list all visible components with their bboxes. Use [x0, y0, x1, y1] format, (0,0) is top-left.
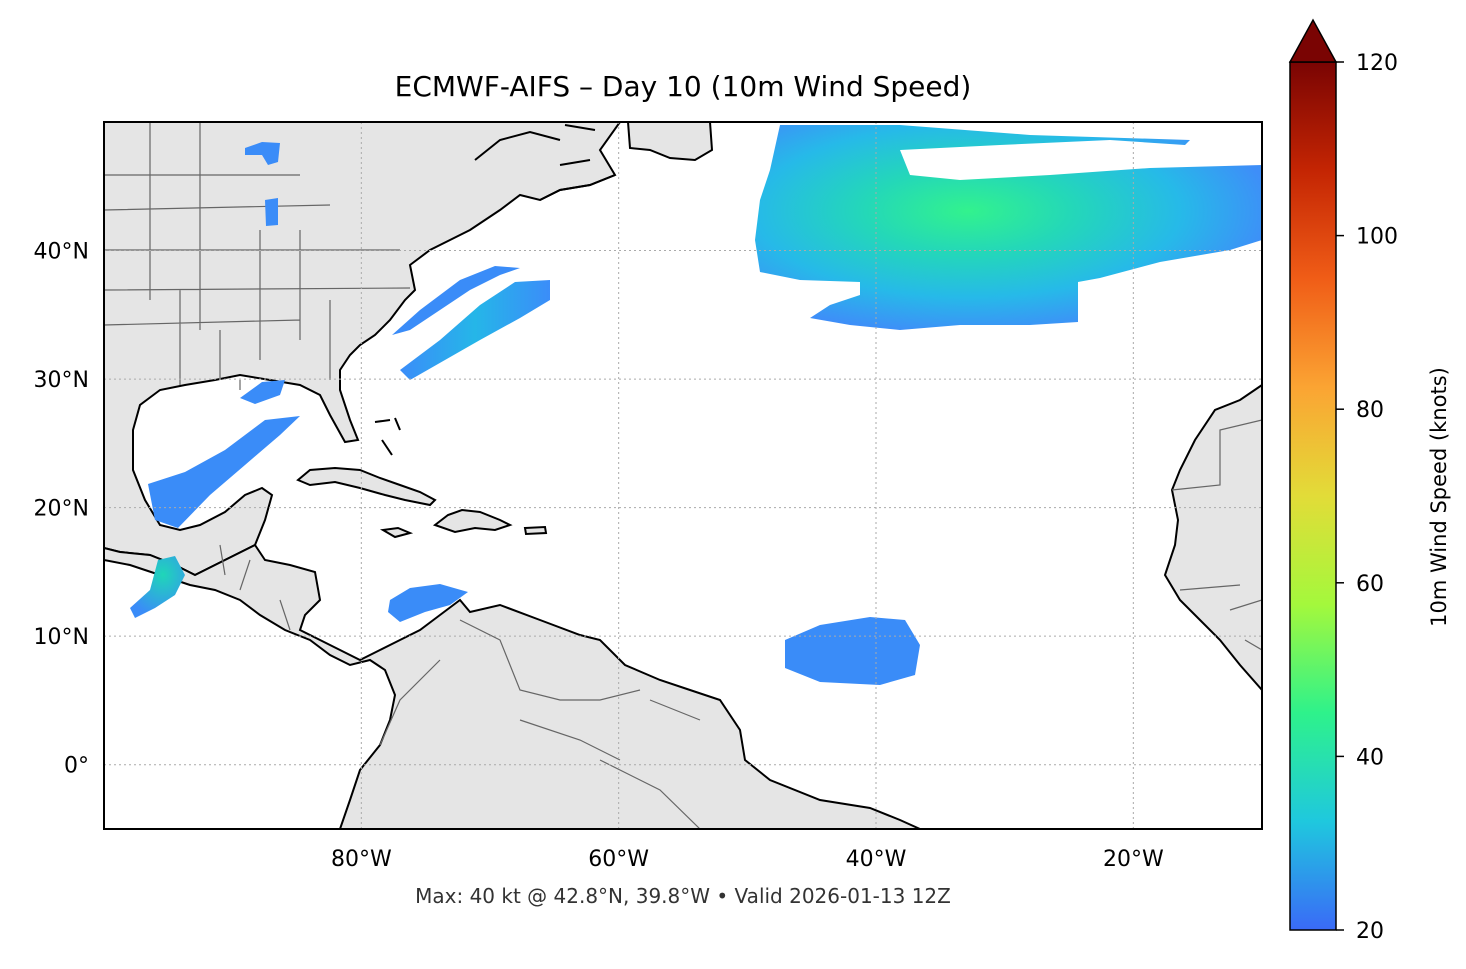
y-tick-label: 10°N: [34, 625, 89, 650]
lake-superior-patch: [245, 142, 280, 165]
cuba-land: [296, 466, 437, 507]
gulf-stream-band-east: [400, 280, 550, 380]
colorbar-ticks: 20 40 60 80 100 120: [1336, 51, 1398, 944]
internal-borders: [104, 122, 1262, 829]
gulf-of-mexico-small-patch: [240, 380, 285, 404]
map-frame: [103, 121, 1263, 830]
bahamas-land: [374, 417, 401, 456]
y-tick-label: 40°N: [34, 240, 89, 265]
tehuantepec-jet-area: [130, 556, 185, 618]
x-tick-label: 60°W: [588, 847, 649, 872]
colorbar-tick-label: 120: [1356, 51, 1398, 76]
y-axis-ticks: 40°N 30°N 20°N 10°N 0°: [34, 240, 89, 779]
gulf-of-mexico-band: [148, 416, 300, 528]
central-south-america-land: [104, 543, 921, 829]
y-tick-label: 20°N: [34, 497, 89, 522]
colorbar-tick-label: 40: [1356, 745, 1384, 770]
hispaniola-land: [432, 508, 513, 534]
tropical-wind-patch: [785, 617, 920, 685]
north-america-land: [104, 122, 622, 577]
x-axis-ticks: 80°W 60°W 40°W 20°W: [331, 847, 1164, 872]
colorbar-tick-label: 60: [1356, 572, 1384, 597]
y-tick-label: 0°: [64, 754, 89, 779]
x-tick-label: 20°W: [1103, 847, 1164, 872]
footnote: Max: 40 kt @ 42.8°N, 39.8°W • Valid 2026…: [415, 884, 951, 908]
x-tick-label: 40°W: [846, 847, 907, 872]
africa-land: [1163, 383, 1262, 692]
north-atlantic-jet-area: [755, 125, 1262, 330]
colorbar: 20 40 60 80 100 120 10m Wind Speed (knots): [1288, 18, 1451, 944]
x-tick-label: 80°W: [331, 847, 392, 872]
colorbar-tick-label: 80: [1356, 398, 1384, 423]
colorbar-label: 10m Wind Speed (knots): [1427, 367, 1451, 627]
puerto-rico-land: [523, 525, 548, 536]
wind-shading: [130, 125, 1262, 685]
y-tick-label: 30°N: [34, 368, 89, 393]
map-layers: [104, 122, 1262, 829]
gridlines: [104, 122, 1262, 829]
colorbar-tick-label: 20: [1356, 919, 1384, 944]
caribbean-wind-patch: [388, 584, 468, 622]
lake-michigan-patch: [265, 198, 278, 226]
colorbar-tick-label: 100: [1356, 225, 1398, 250]
chart-title: ECMWF-AIFS – Day 10 (10m Wind Speed): [394, 70, 972, 103]
colorbar-gradient: [1289, 61, 1337, 931]
gulf-stream-band-west: [392, 266, 520, 335]
newfoundland-land: [626, 122, 714, 162]
jamaica-land: [379, 526, 414, 539]
nova-scotia-outline: [474, 124, 616, 201]
colorbar-extend-arrow: [1288, 18, 1338, 63]
